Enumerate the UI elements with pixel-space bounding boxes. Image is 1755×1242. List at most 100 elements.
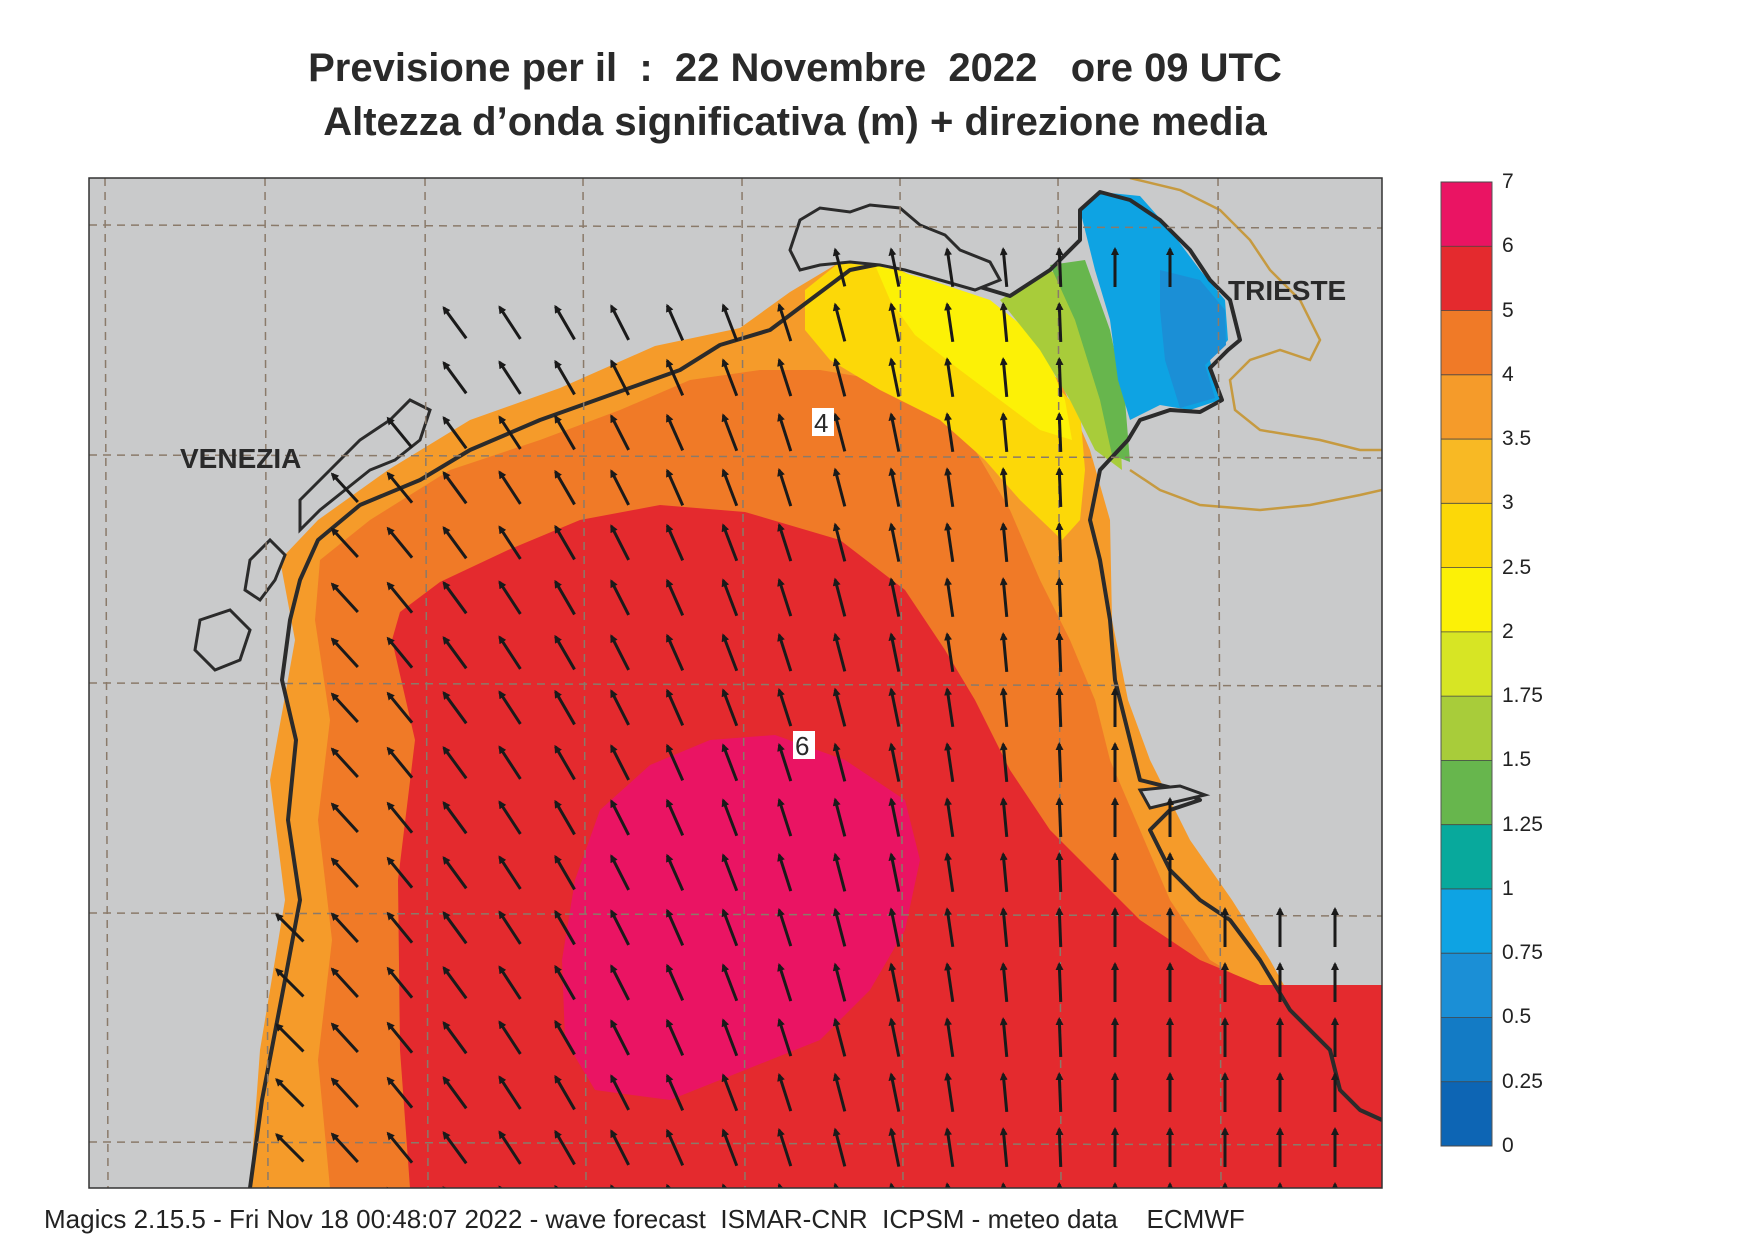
wave-direction-arrow xyxy=(498,1020,522,1055)
wave-direction-arrow xyxy=(832,302,847,342)
wave-direction-arrow xyxy=(386,966,414,999)
wave-direction-arrow xyxy=(665,963,685,1001)
wave-direction-arrow xyxy=(721,578,739,617)
wave-direction-arrow xyxy=(442,1131,468,1165)
wave-direction-arrow xyxy=(665,1018,685,1056)
colorbar-swatch xyxy=(1441,953,1492,1018)
wave-direction-arrow xyxy=(888,632,901,672)
wave-direction-arrow xyxy=(721,1018,739,1057)
colorbar-tick-label: 1.25 xyxy=(1502,812,1543,836)
wave-direction-arrow xyxy=(999,742,1009,783)
colorbar-swatch xyxy=(1441,310,1492,376)
wave-direction-arrow xyxy=(554,304,576,341)
colorbar-swatch xyxy=(1441,760,1492,826)
wave-direction-arrow xyxy=(442,361,468,395)
wave-direction-arrow xyxy=(498,1130,522,1165)
wave-direction-arrow xyxy=(275,968,305,998)
wave-direction-arrow xyxy=(777,302,793,342)
map-area: VENEZIA TRIESTE 4 6 xyxy=(89,178,1382,1188)
city-label-venezia: VENEZIA xyxy=(180,443,301,474)
wave-direction-arrow xyxy=(665,853,685,891)
wave-direction-arrow xyxy=(554,799,576,836)
wave-direction-arrow xyxy=(888,302,901,342)
wave-direction-arrow xyxy=(721,468,739,507)
wave-direction-arrow xyxy=(554,1074,576,1111)
wave-direction-arrow xyxy=(442,471,468,505)
wave-direction-arrow xyxy=(498,360,522,395)
wave-direction-arrow xyxy=(554,524,576,561)
wave-direction-arrow xyxy=(386,1021,414,1054)
wave-direction-arrow xyxy=(442,416,468,450)
wave-direction-arrow xyxy=(498,910,522,945)
wave-direction-arrow xyxy=(1055,1017,1064,1058)
wave-direction-arrow xyxy=(610,854,630,891)
wave-direction-arrow xyxy=(665,743,685,781)
wave-direction-arrow xyxy=(1055,577,1064,618)
wave-direction-arrow xyxy=(554,579,576,616)
footer-credits: Magics 2.15.5 - Fri Nov 18 00:48:07 2022… xyxy=(44,1204,1245,1234)
wave-direction-arrow xyxy=(721,688,739,727)
wave-direction-arrow xyxy=(498,800,522,835)
wave-direction-arrow xyxy=(832,1072,847,1112)
wave-direction-arrow xyxy=(888,357,901,397)
wave-direction-arrow xyxy=(944,852,955,893)
sea-band-1-1.25 xyxy=(1050,260,1130,462)
contour-label-6: 6 xyxy=(795,731,809,761)
wave-direction-arrow xyxy=(1055,357,1064,398)
colorbar-tick-label: 1.75 xyxy=(1502,684,1543,708)
wave-direction-arrow xyxy=(330,802,359,834)
wave-direction-arrow xyxy=(832,907,847,947)
wave-direction-arrow xyxy=(498,580,522,615)
wave-direction-arrow xyxy=(944,1127,955,1168)
wave-direction-arrow xyxy=(888,467,901,507)
wave-direction-arrow xyxy=(888,797,901,837)
wave-direction-arrow xyxy=(999,577,1009,618)
wave-direction-arrow xyxy=(721,743,739,782)
wave-direction-arrow xyxy=(832,577,847,617)
wave-direction-arrow xyxy=(999,907,1009,948)
wave-direction-arrow xyxy=(386,581,414,614)
wave-direction-arrow xyxy=(777,577,793,617)
wave-direction-arrow xyxy=(498,525,522,560)
contour-label-bg xyxy=(793,731,815,759)
wave-direction-arrow xyxy=(498,745,522,780)
wave-direction-arrow xyxy=(777,522,793,562)
wave-direction-arrow xyxy=(554,1129,576,1166)
wave-direction-arrow xyxy=(721,358,739,397)
wave-direction-arrow xyxy=(610,909,630,946)
wave-direction-arrow xyxy=(386,636,414,669)
colorbar-tick-label: 0 xyxy=(1502,1134,1514,1157)
wave-direction-arrow xyxy=(610,1074,630,1111)
wave-direction-arrow xyxy=(888,522,901,562)
wave-direction-arrow xyxy=(832,247,847,287)
wave-direction-arrow xyxy=(999,247,1009,288)
wave-direction-arrow xyxy=(665,908,685,946)
wave-direction-arrow xyxy=(554,964,576,1001)
wave-direction-arrow xyxy=(944,1017,955,1058)
wave-direction-arrow xyxy=(610,304,630,341)
wave-direction-arrow xyxy=(610,964,630,1001)
wave-direction-arrow xyxy=(610,579,630,616)
wave-direction-arrow xyxy=(498,305,522,340)
wave-direction-arrow xyxy=(721,853,739,892)
colorbar-tick-label: 2.5 xyxy=(1502,555,1532,579)
contour-label-4: 4 xyxy=(814,408,828,438)
wave-direction-arrow xyxy=(386,801,414,834)
wave-direction-arrow xyxy=(330,1022,359,1054)
wave-direction-arrow xyxy=(275,1078,305,1108)
wave-direction-arrow xyxy=(665,1073,685,1111)
wave-direction-arrow xyxy=(610,414,630,451)
wave-direction-arrow xyxy=(498,690,522,725)
wave-direction-arrow xyxy=(777,1017,793,1057)
wave-direction-arrow xyxy=(999,632,1009,673)
wave-direction-arrow xyxy=(442,1076,468,1110)
wave-direction-arrow xyxy=(442,581,468,615)
colorbar-swatch xyxy=(1441,182,1492,247)
wave-direction-arrow xyxy=(944,742,955,783)
wave-direction-arrow xyxy=(665,523,685,561)
wave-direction-arrow xyxy=(610,524,630,561)
wave-direction-arrow xyxy=(330,1132,359,1164)
wave-direction-arrow xyxy=(610,469,630,506)
wave-direction-arrow xyxy=(721,1128,739,1167)
wave-direction-arrow xyxy=(999,467,1009,508)
